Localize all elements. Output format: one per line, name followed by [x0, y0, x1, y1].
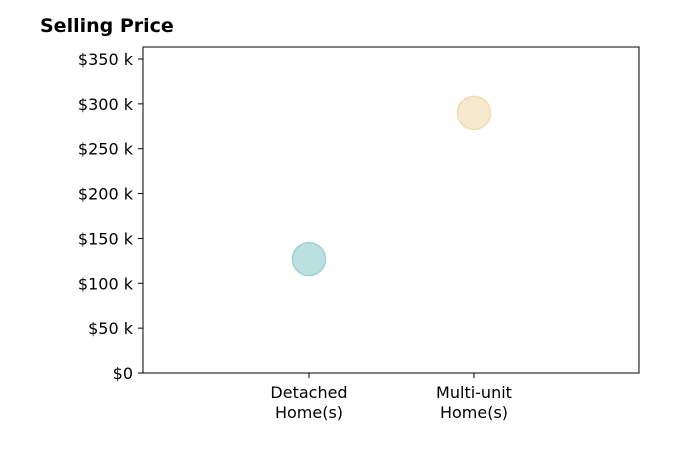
y-tick-label: $0 — [113, 364, 133, 383]
plot-frame — [142, 46, 640, 374]
y-tick-label: $350 k — [78, 50, 134, 69]
y-tick-label: $150 k — [78, 229, 134, 248]
x-tick-label: Multi-unit Home(s) — [436, 383, 512, 422]
y-tick-label: $200 k — [78, 185, 134, 204]
x-tick-label: Detached Home(s) — [270, 383, 347, 422]
y-tick-label: $100 k — [78, 274, 134, 293]
y-axis: $0 $50 k $100 k $150 k $200 k $250 k $300 k $35… — [78, 50, 143, 383]
x-axis: Detached Home(s) Multi-unit Home(s) — [270, 373, 512, 422]
y-tick-label: $250 k — [78, 140, 134, 159]
y-tick-label: $300 k — [78, 95, 134, 114]
y-tick-label: $50 k — [88, 319, 134, 338]
data-points — [291, 95, 492, 277]
chart-title: Selling Price — [40, 15, 174, 37]
data-point — [456, 95, 492, 131]
data-point — [291, 241, 327, 277]
